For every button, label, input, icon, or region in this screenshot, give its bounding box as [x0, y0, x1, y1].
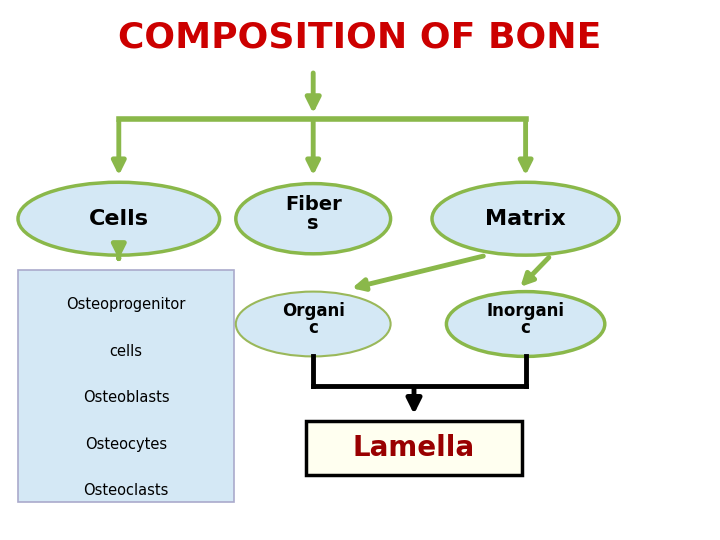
Text: Lamella: Lamella	[353, 434, 475, 462]
Ellipse shape	[236, 184, 391, 254]
Text: Osteoprogenitor: Osteoprogenitor	[66, 298, 186, 312]
Text: Inorgani
c: Inorgani c	[487, 302, 564, 338]
Text: COMPOSITION OF BONE: COMPOSITION OF BONE	[118, 21, 602, 55]
Text: Osteoclasts: Osteoclasts	[84, 483, 168, 498]
Text: Organi
c: Organi c	[282, 302, 345, 338]
FancyBboxPatch shape	[18, 270, 234, 502]
FancyBboxPatch shape	[306, 421, 522, 475]
Text: Cells: Cells	[89, 208, 149, 229]
Text: Osteocytes: Osteocytes	[85, 437, 167, 451]
Ellipse shape	[236, 292, 391, 356]
Text: Fiber
s: Fiber s	[285, 195, 341, 233]
Text: Osteoblasts: Osteoblasts	[83, 390, 169, 405]
Ellipse shape	[18, 183, 220, 255]
Text: Matrix: Matrix	[485, 208, 566, 229]
Ellipse shape	[446, 292, 605, 356]
Ellipse shape	[432, 183, 619, 255]
Text: cells: cells	[109, 344, 143, 359]
